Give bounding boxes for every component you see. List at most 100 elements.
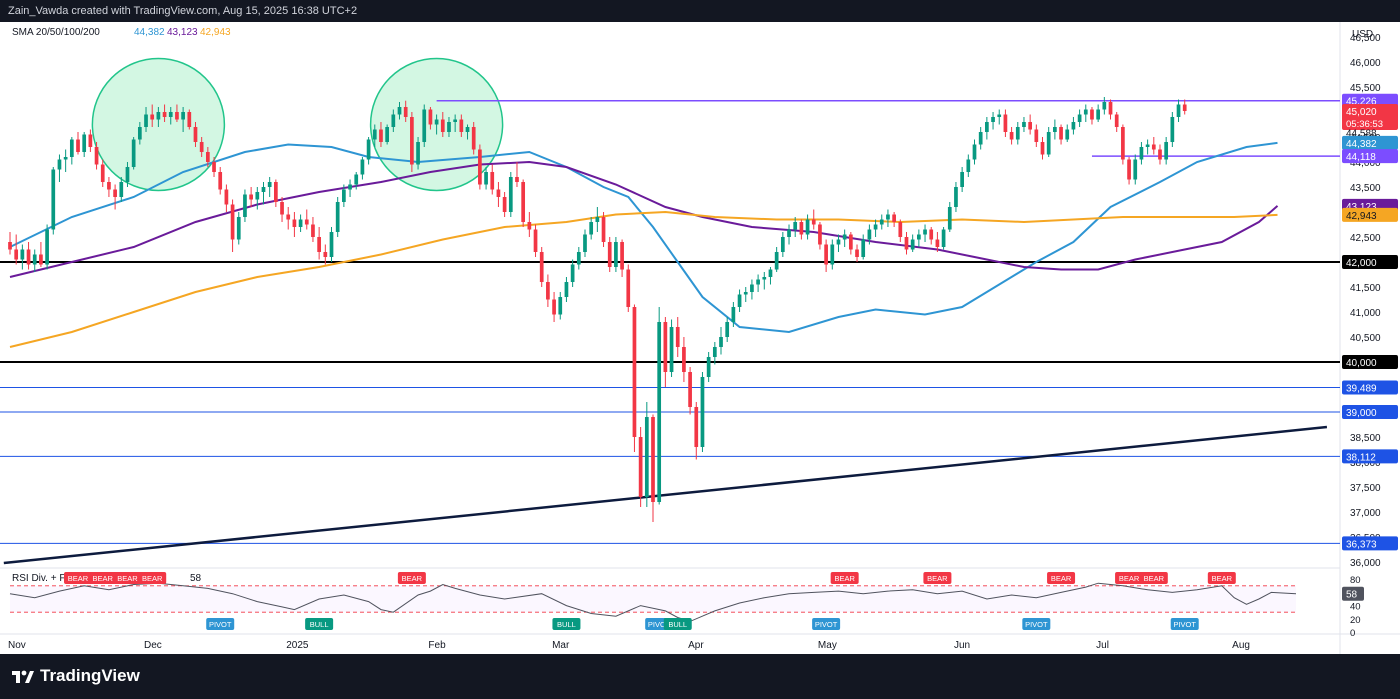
candle-body xyxy=(675,327,680,347)
candle-body xyxy=(737,294,742,307)
candle-body xyxy=(595,217,600,222)
price-chart[interactable]: 806040200RSI Div. + Fib (14, 70, 30, 90)… xyxy=(0,22,1400,654)
candle-body xyxy=(657,322,662,502)
level-price-tag xyxy=(1342,405,1398,419)
candle-body xyxy=(1102,102,1107,110)
price-tag-label: 45,020 xyxy=(1346,107,1377,118)
candle-body xyxy=(750,284,754,292)
candle-body xyxy=(607,242,612,267)
candle-body xyxy=(88,134,93,147)
candle-body xyxy=(76,139,80,152)
rsi-signal-badge xyxy=(552,618,581,630)
candle-body xyxy=(947,207,952,230)
candle-body xyxy=(440,119,445,132)
candle-body xyxy=(861,239,866,257)
rsi-signal-label: BULL xyxy=(310,620,329,629)
candle-body xyxy=(1145,144,1150,147)
candle-body xyxy=(892,214,896,222)
candle-body xyxy=(972,144,977,160)
time-tick-label: 2025 xyxy=(286,640,309,651)
sma-line xyxy=(9,141,1278,334)
price-tick-label: 37,500 xyxy=(1350,483,1381,494)
candle-body xyxy=(32,254,37,265)
rsi-legend-value: 58 xyxy=(190,573,202,584)
candle-body xyxy=(292,219,297,227)
candle-body xyxy=(1083,109,1088,115)
price-tag xyxy=(1342,207,1398,222)
price-tick-label: 41,500 xyxy=(1350,283,1381,294)
candle-body xyxy=(8,242,12,250)
candle-body xyxy=(496,189,501,197)
candle-body xyxy=(45,229,49,265)
candle-body xyxy=(261,187,266,192)
candle-body xyxy=(719,337,723,347)
candle-body xyxy=(1127,159,1131,180)
rsi-signal-badge xyxy=(812,618,841,630)
candle-body xyxy=(156,112,161,120)
candle-body xyxy=(700,377,705,447)
candle-body xyxy=(329,232,334,257)
candle-body xyxy=(1034,129,1039,142)
rsi-signal-label: PIVOT xyxy=(1025,620,1048,629)
price-tick-label: 38,000 xyxy=(1350,458,1381,469)
candle-body xyxy=(527,222,532,230)
candle-body xyxy=(69,139,74,157)
time-axis[interactable]: Nov Dec 2025 Feb Mar Apr May Jun Jul Aug xyxy=(8,640,1250,651)
candle-body xyxy=(966,159,971,172)
candle-body xyxy=(521,182,526,222)
candle-body xyxy=(478,149,482,185)
candle-body xyxy=(731,307,736,322)
price-tick-label: 40,500 xyxy=(1350,333,1381,344)
candle-body xyxy=(1151,144,1156,150)
candle-body xyxy=(552,299,556,315)
rsi-tick-label: 40 xyxy=(1350,602,1361,613)
rsi-signal-label: BEAR xyxy=(142,574,163,583)
rsi-pane[interactable]: 806040200RSI Div. + Fib (14, 70, 30, 90)… xyxy=(9,572,1364,639)
candle-body xyxy=(1009,132,1014,140)
price-tag xyxy=(1342,149,1398,164)
candle-body xyxy=(51,169,56,230)
candle-body xyxy=(385,127,389,142)
candle-body xyxy=(1176,104,1181,117)
candle-body xyxy=(267,182,272,187)
candle-body xyxy=(82,134,87,152)
candle-body xyxy=(898,222,903,237)
ascending-trendline xyxy=(3,425,1328,565)
candle-body xyxy=(558,297,563,315)
candle-body xyxy=(230,204,235,240)
candle-body xyxy=(471,127,476,150)
candle-body xyxy=(799,222,804,235)
candle-body xyxy=(694,407,699,447)
price-axis[interactable]: 36,00036,50037,00037,50038,00038,50039,0… xyxy=(1342,33,1398,569)
rsi-tick-label: 80 xyxy=(1350,575,1361,586)
time-tick-label: Aug xyxy=(1232,640,1250,651)
candle-body xyxy=(113,189,117,197)
candle-body xyxy=(638,437,643,497)
candle-body xyxy=(14,249,19,260)
price-tick-label: 36,000 xyxy=(1350,558,1381,569)
candle-body xyxy=(539,252,544,282)
candle-body xyxy=(515,177,519,182)
candle-body xyxy=(1121,127,1125,160)
price-tick-label: 46,000 xyxy=(1350,58,1381,69)
tradingview-logo[interactable]: TradingView xyxy=(12,666,140,686)
candle-body xyxy=(187,112,192,127)
candle-body xyxy=(879,219,884,225)
candle-body xyxy=(335,202,340,232)
candle-body xyxy=(298,219,303,227)
candle-body xyxy=(465,127,470,132)
rsi-signal-label: PIVOT xyxy=(648,620,671,629)
price-tag-label: 44,382 xyxy=(1346,139,1377,150)
candle-body xyxy=(780,237,785,252)
candle-body xyxy=(125,167,130,182)
rsi-signal-badge xyxy=(1115,572,1144,584)
candle-body xyxy=(1040,142,1045,155)
candle-body xyxy=(131,139,136,167)
price-tag-label: 45,226 xyxy=(1346,97,1377,108)
candle-body xyxy=(811,219,816,225)
candle-body xyxy=(218,172,223,190)
rsi-signal-badge xyxy=(830,572,859,584)
candle-body xyxy=(236,217,241,240)
trendline[interactable] xyxy=(3,425,1328,565)
rsi-signal-badge xyxy=(1207,572,1236,584)
